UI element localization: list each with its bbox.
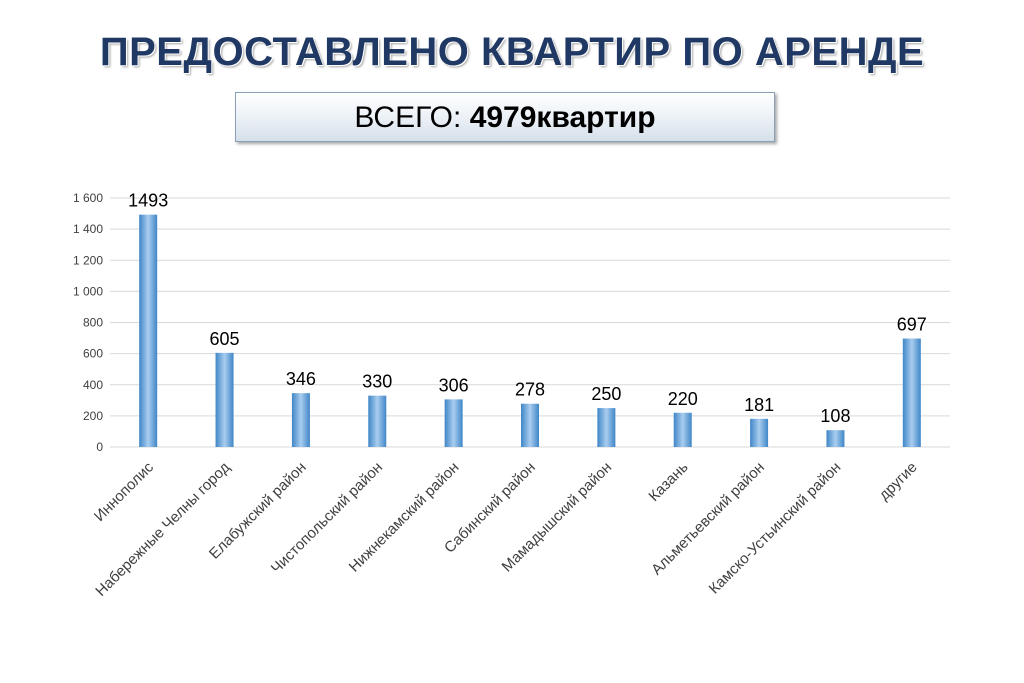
bar xyxy=(291,393,310,447)
data-label: 346 xyxy=(286,369,316,389)
bar xyxy=(673,412,692,447)
bar xyxy=(597,408,616,447)
data-label: 330 xyxy=(362,372,392,392)
y-tick-label: 200 xyxy=(83,409,103,423)
data-labels: 1493 605 346 330 306 278 250 220 181 108 697 xyxy=(128,191,927,427)
bar xyxy=(139,214,158,447)
data-label: 697 xyxy=(897,315,927,335)
data-label: 306 xyxy=(439,375,469,395)
data-label: 278 xyxy=(515,380,545,400)
x-tick-label: Набережные Челны город xyxy=(92,459,233,600)
page-title: ПРЕДОСТАВЛЕНО КВАРТИР ПО АРЕНДЕ xyxy=(99,30,925,74)
bar xyxy=(368,395,387,447)
total-value: 4979квартир xyxy=(469,101,656,134)
bar xyxy=(444,399,463,447)
x-tick-label: другие xyxy=(876,459,921,504)
y-axis-ticks: 0 200 400 600 800 1 000 1 200 1 400 1 600 xyxy=(73,191,103,454)
y-tick-label: 0 xyxy=(96,440,103,454)
bars xyxy=(139,214,921,447)
bar xyxy=(521,403,539,447)
data-label: 1493 xyxy=(128,191,168,211)
y-tick-label: 400 xyxy=(83,378,103,392)
bar xyxy=(826,430,845,447)
y-tick-label: 1 600 xyxy=(73,191,103,205)
total-label: ВСЕГО: xyxy=(354,101,462,134)
y-tick-label: 800 xyxy=(83,316,103,330)
data-label: 220 xyxy=(668,389,698,409)
x-tick-label: Камско-Устьинский район xyxy=(706,459,845,598)
data-label: 181 xyxy=(744,395,774,415)
y-tick-label: 1 200 xyxy=(73,253,103,267)
y-tick-label: 1 400 xyxy=(73,222,103,236)
y-tick-label: 600 xyxy=(83,347,103,361)
total-box: ВСЕГО: 4979квартир xyxy=(235,92,775,142)
x-tick-label: Казань xyxy=(645,459,691,505)
bar xyxy=(902,338,921,447)
y-tick-label: 1 000 xyxy=(73,284,103,298)
data-label: 108 xyxy=(820,406,850,426)
data-label: 605 xyxy=(210,329,240,349)
bar xyxy=(750,418,769,447)
bar xyxy=(215,352,234,447)
data-label: 250 xyxy=(591,384,621,404)
x-tick-label: Иннополис xyxy=(91,458,157,524)
